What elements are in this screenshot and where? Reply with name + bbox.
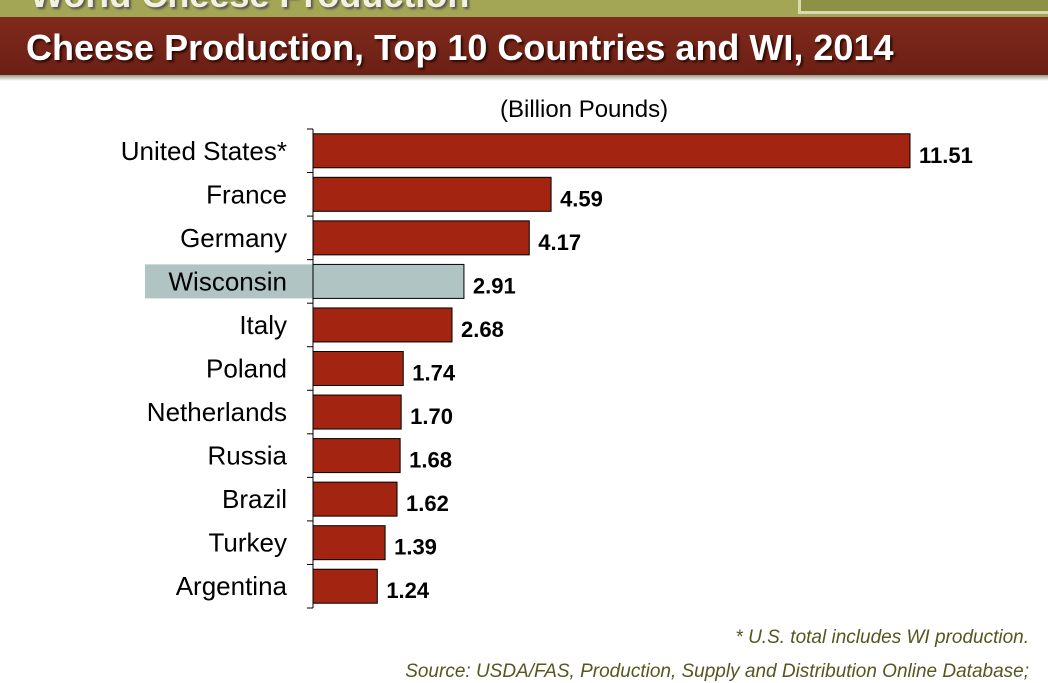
section-title: World Cheese Production [30, 0, 469, 16]
value-label: 4.17 [538, 230, 581, 255]
value-label: 4.59 [560, 186, 603, 211]
bar-france [312, 176, 552, 212]
bar-turkey [312, 525, 386, 561]
value-label: 1.68 [409, 448, 452, 473]
unit-label: (Billion Pounds) [500, 96, 669, 123]
bar-germany [312, 220, 530, 256]
category-label: Argentina [176, 571, 288, 601]
chart-title: Cheese Production, Top 10 Countries and … [26, 27, 894, 68]
bar-netherlands [312, 394, 402, 430]
category-label: Brazil [222, 484, 287, 514]
value-label: 2.91 [473, 273, 516, 298]
category-label: Russia [208, 441, 288, 471]
category-label: Italy [239, 310, 287, 340]
header-tab-decoration [798, 0, 1048, 14]
category-label: Wisconsin [169, 266, 287, 296]
category-label: Poland [206, 354, 287, 384]
category-label: Netherlands [147, 397, 287, 427]
value-label: 1.24 [386, 578, 430, 603]
bar-wisconsin [312, 263, 465, 299]
category-label: Turkey [209, 528, 288, 558]
bar-russia [312, 438, 401, 474]
title-band-shadow [0, 75, 1048, 81]
value-label: 1.39 [394, 535, 437, 560]
bar-poland [312, 351, 404, 386]
category-label: United States* [121, 136, 287, 166]
bar-united-states [312, 133, 911, 169]
footnote: * U.S. total includes WI production. [735, 627, 1029, 648]
bar-brazil [312, 481, 398, 517]
title-band [0, 17, 1048, 75]
source-note: Source: USDA/FAS, Production, Supply and… [405, 661, 1029, 682]
value-label: 1.62 [406, 491, 449, 516]
value-label: 1.74 [412, 361, 456, 386]
value-label: 1.70 [410, 404, 453, 429]
bar-argentina [312, 568, 378, 604]
category-label: France [206, 179, 287, 209]
bar-italy [312, 307, 453, 343]
value-label: 2.68 [461, 317, 504, 342]
value-label: 11.51 [919, 143, 973, 168]
highlight-row-background [145, 264, 313, 299]
section-header-band: World Cheese Production [0, 0, 1048, 17]
category-label: Germany [180, 223, 287, 253]
